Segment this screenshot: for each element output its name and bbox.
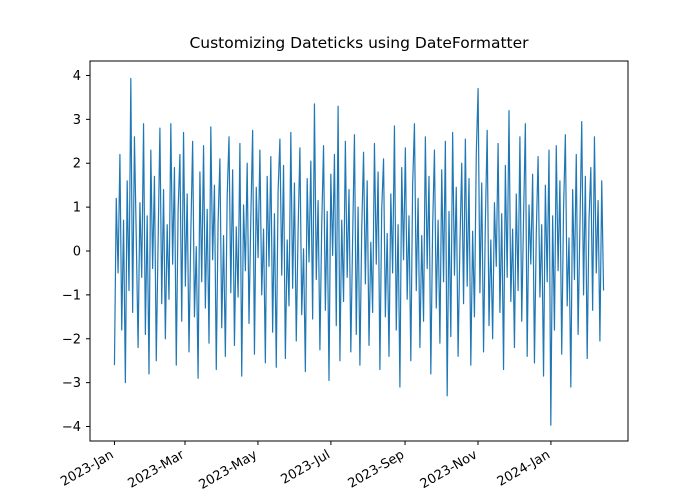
chart-title: Customizing Dateticks using DateFormatte… xyxy=(189,34,529,52)
y-tick-label: −3 xyxy=(62,376,81,391)
x-tick-label: 2023-Jan xyxy=(58,447,116,489)
y-tick-label: −1 xyxy=(62,288,81,303)
y-tick-label: −2 xyxy=(62,332,81,347)
x-tick-label: 2023-Nov xyxy=(418,447,480,492)
x-tick-label: 2024-Jan xyxy=(495,447,553,489)
y-tick-label: 1 xyxy=(73,201,81,216)
data-series xyxy=(113,77,605,426)
noise-line-series xyxy=(113,77,605,426)
y-tick-label: 0 xyxy=(73,245,81,260)
x-tick-label: 2023-Jul xyxy=(278,447,332,487)
y-tick-label: 2 xyxy=(73,157,81,172)
x-tick-label: 2023-May xyxy=(196,447,260,492)
y-tick-label: 4 xyxy=(73,69,81,84)
x-tick-label: 2023-Sep xyxy=(346,447,407,491)
y-tick-label: 3 xyxy=(73,113,81,128)
x-tick-label: 2023-Mar xyxy=(126,447,188,491)
y-tick-label: −4 xyxy=(62,420,81,435)
